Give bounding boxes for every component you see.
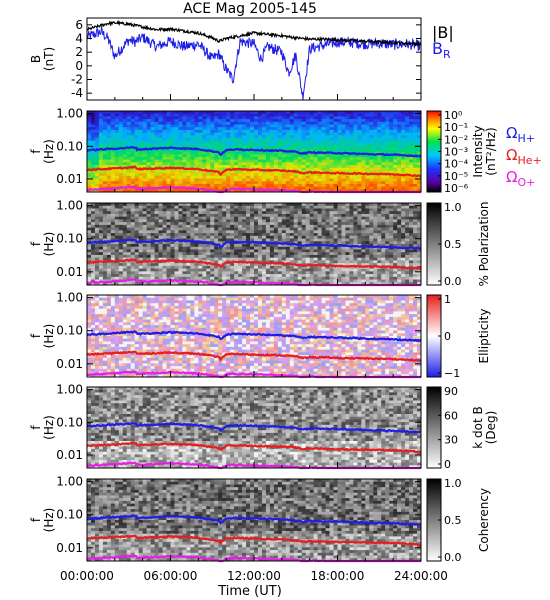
legend-gyro-O: ΩO+	[506, 168, 535, 189]
gyro-line-h	[86, 330, 422, 343]
colorbar-label: k dot B	[471, 406, 485, 448]
colorbar-tick-label: −1	[444, 367, 460, 380]
colorbar-tick-label: 0	[444, 330, 451, 343]
y-tick-label: 2	[75, 45, 83, 59]
colorbar-tick-label: 60	[444, 409, 458, 422]
colorbar-tick-label: 10⁻⁶	[444, 182, 469, 195]
y-tick-label: 4	[75, 32, 83, 46]
colorbar-tick-label: 0	[444, 458, 451, 471]
coherency-image	[87, 479, 422, 562]
y-tick-label: 0.01	[56, 265, 83, 279]
x-tick-label: 24:00:00	[394, 569, 448, 583]
kdotb-colorbar	[426, 386, 442, 469]
gyro-line-h	[86, 145, 422, 158]
y-tick-label: 0.10	[56, 139, 83, 153]
y-axis-unit: (Hz)	[42, 508, 56, 533]
gyro-line-h	[86, 238, 422, 251]
intensity-image	[87, 111, 422, 193]
y-axis-unit: (Hz)	[42, 415, 56, 440]
polarization-image	[87, 203, 422, 286]
coherency-panel: 1.00 0.10 0.01 f (Hz) 1.0 0.5 0.0 Coherency	[29, 475, 491, 564]
y-tick-label: 0.01	[56, 448, 83, 462]
y-axis-label: f	[29, 517, 43, 522]
colorbar-tick-label: 10⁻⁴	[444, 158, 469, 171]
x-axis-label: Time (UT)	[217, 584, 282, 599]
colorbar-label: Ellipticity	[477, 309, 491, 364]
gyro-line-he	[86, 258, 422, 271]
y-tick-label: 0.10	[56, 415, 83, 429]
y-axis-unit: (Hz)	[42, 139, 56, 164]
ellipticity-image	[87, 295, 422, 378]
x-axis: 00:00:00 06:00:00 12:00:00 18:00:00 24:00:00	[60, 569, 448, 583]
kdotb-image	[87, 387, 422, 469]
colorbar-tick-label: 0.0	[444, 551, 462, 564]
colorbar-tick-label: 10⁻¹	[444, 121, 468, 134]
y-axis-unit: (Hz)	[42, 232, 56, 257]
y-tick-label: 6	[75, 18, 83, 32]
y-tick-label: 0.01	[56, 541, 83, 555]
y-tick-label: 0.01	[56, 172, 83, 186]
y-tick-label: 1.00	[56, 291, 83, 305]
y-tick-label: 0	[75, 59, 83, 73]
colorbar-tick-label: 90	[444, 385, 458, 398]
y-tick-label: 0.10	[56, 324, 83, 338]
colorbar-label: Coherency	[477, 488, 491, 552]
colorbar-label: Intensity	[471, 125, 485, 177]
y-axis-unit: (nT)	[42, 47, 56, 71]
colorbar-tick-label: 10⁻⁵	[444, 170, 468, 183]
colorbar-unit: (Deg)	[484, 411, 498, 445]
legend-br: BR	[432, 39, 451, 61]
y-tick-label: -2	[71, 73, 83, 87]
polarization-panel: 1.00 0.10 0.01 f (Hz) 1.0 0.5 0.0 % Polarization	[29, 199, 491, 288]
colorbar-tick-label: 0.5	[444, 238, 462, 251]
x-tick-label: 00:00:00	[60, 569, 114, 583]
chart-title: ACE Mag 2005-145	[183, 1, 317, 17]
colorbar-tick-label: 30	[444, 434, 458, 447]
colorbar-tick-label: 0.0	[444, 275, 462, 288]
colorbar-tick-label: 10⁻²	[444, 133, 468, 146]
gyro-line-he	[86, 165, 422, 178]
x-tick-label: 12:00:00	[227, 569, 281, 583]
kdotb-panel: 1.00 0.10 0.01 f (Hz) 90 60 30 0 k dot B (Deg)	[29, 383, 498, 471]
gyro-line-he	[86, 534, 422, 547]
colorbar-unit: (nT²/Hz)	[484, 127, 498, 175]
y-axis-label: f	[29, 149, 43, 154]
colorbar-tick-label: 1.0	[444, 477, 462, 490]
y-axis-label: B	[29, 55, 43, 63]
y-tick-label: 1.00	[56, 383, 83, 397]
y-axis-unit: (Hz)	[42, 324, 56, 349]
legend-gyro-He: ΩHe+	[506, 146, 542, 167]
y-axis-label: f	[29, 241, 43, 246]
colorbar-tick-label: 10⁻³	[444, 146, 468, 159]
y-tick-label: 0.10	[56, 232, 83, 246]
series-line-br	[86, 25, 422, 101]
y-tick-label: 1.00	[56, 199, 83, 213]
colorbar-tick-label: 0.5	[444, 514, 462, 527]
y-tick-label: 1.00	[56, 107, 83, 121]
series-line-b-total	[86, 19, 422, 48]
y-tick-label: 1.00	[56, 475, 83, 489]
legend-gyro-H: ΩH+	[506, 124, 535, 145]
colorbar-tick-label: 1.0	[444, 201, 462, 214]
legend-b-total: |B|	[432, 23, 454, 42]
intensity-panel: 1.00 0.10 0.01 f (Hz) 10⁰10⁻¹10⁻²10⁻³10⁻⁴10⁻⁵…	[29, 107, 542, 195]
y-tick-label: 0.10	[56, 508, 83, 522]
gyro-line-he	[86, 441, 422, 454]
gyro-line-h	[86, 514, 422, 527]
ellipticity-panel: 1.00 0.10 0.01 f (Hz) 1 0 −1 Ellipticity	[29, 291, 491, 380]
colorbar-tick-label: 10⁰	[444, 109, 463, 122]
colorbar-tick-label: 1	[444, 293, 451, 306]
x-tick-label: 06:00:00	[144, 569, 198, 583]
gyro-line-h	[86, 421, 422, 434]
y-axis-label: f	[29, 333, 43, 338]
y-axis-label: f	[29, 425, 43, 430]
y-tick-label: -4	[71, 86, 83, 100]
gyro-line-he	[86, 350, 422, 363]
b-field-frame	[86, 17, 422, 101]
x-tick-label: 18:00:00	[311, 569, 365, 583]
colorbar-label: % Polarization	[477, 202, 491, 287]
y-tick-label: 0.01	[56, 357, 83, 371]
